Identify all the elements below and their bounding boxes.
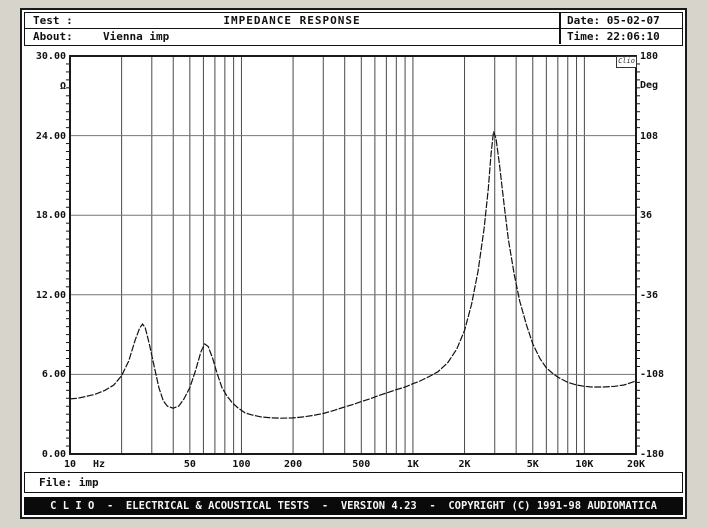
y-right-tick: 108 (640, 130, 659, 142)
header-time-cell: Time: 22:06:10 (561, 29, 682, 44)
file-bar: File: imp (24, 472, 683, 493)
y-right-tick: -36 (640, 289, 659, 301)
x-tick: 50 (183, 459, 196, 470)
footer-status-bar: C L I O - ELECTRICAL & ACOUSTICAL TESTS … (24, 497, 683, 515)
x-tick: 500 (352, 459, 371, 470)
x-tick: 10K (575, 459, 594, 470)
date-value: 05-02-07 (606, 14, 660, 27)
y-right-tick: -108 (640, 369, 665, 381)
y-right-tick: 36 (640, 210, 653, 222)
file-label: File: (39, 476, 73, 489)
time-value: 22:06:10 (606, 30, 660, 43)
file-value-field[interactable]: imp (78, 476, 99, 489)
y-right-tick: 180 (640, 51, 659, 62)
x-tick: 20K (626, 459, 646, 470)
header-date-cell: Date: 05-02-07 (561, 13, 682, 28)
impedance-chart: Clio 30.00 24.00 18.00 12.00 6.00 0.00 180 108 3… (22, 44, 685, 470)
test-label: Test : (33, 14, 73, 27)
header: Test : IMPEDANCE RESPONSE Date: 05-02-07… (24, 12, 683, 46)
x-tick: 100 (232, 459, 251, 470)
impedance-curve (69, 131, 637, 419)
clio-logo: Clio (616, 56, 637, 68)
clio-screen: Test : IMPEDANCE RESPONSE Date: 05-02-07… (20, 8, 687, 519)
date-label: Date: (567, 14, 601, 27)
x-tick: 1K (406, 459, 419, 470)
page-title: IMPEDANCE RESPONSE (223, 14, 361, 27)
y-left-tick: 12.00 (35, 289, 66, 301)
time-label: Time: (567, 30, 601, 43)
header-row-2: About: Vienna imp Time: 22:06:10 (25, 29, 682, 44)
chart-canvas (66, 55, 640, 455)
y-right-tick: -180 (640, 449, 665, 460)
y-left-tick: 30.00 (35, 51, 66, 62)
x-tick: 5K (526, 459, 539, 470)
y-left-tick: 6.00 (41, 369, 66, 381)
plot-frame (69, 55, 637, 455)
x-tick: 10 (63, 459, 77, 470)
about-label: About: (33, 30, 73, 43)
y-left-tick: 24.00 (35, 130, 66, 142)
y-right-unit: Deg (640, 80, 659, 91)
header-about-section: About: Vienna imp (25, 29, 561, 44)
header-title-section: Test : IMPEDANCE RESPONSE (25, 13, 561, 28)
y-left-tick: 0.00 (41, 449, 66, 460)
x-tick: Hz (92, 459, 106, 470)
y-left-tick: 18.00 (35, 210, 66, 222)
y-left-unit: Ω (59, 81, 66, 92)
about-value-field[interactable]: Vienna imp (103, 30, 170, 43)
x-tick: 200 (284, 459, 303, 470)
x-tick: 2K (458, 459, 471, 470)
header-row-1: Test : IMPEDANCE RESPONSE Date: 05-02-07 (25, 13, 682, 29)
